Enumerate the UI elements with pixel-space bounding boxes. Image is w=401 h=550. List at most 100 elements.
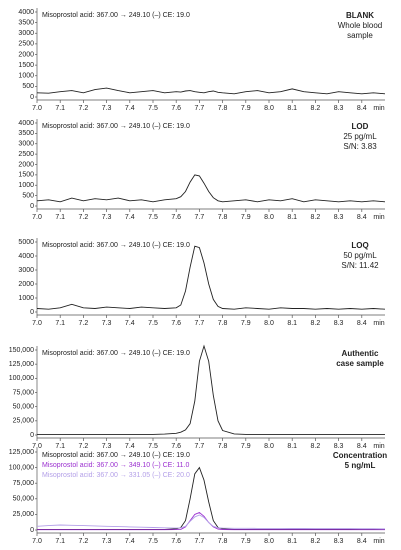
x-tick-label: 7.4 [125, 214, 135, 221]
x-tick-label: 7.0 [32, 320, 42, 327]
panel-annotation: S/N: 11.42 [341, 261, 379, 270]
x-tick-label: 8.1 [287, 443, 297, 450]
x-tick-label: 7.5 [148, 214, 158, 221]
y-tick-label: 3000 [18, 30, 34, 37]
x-tick-label: 7.6 [171, 443, 181, 450]
x-tick-label: 7.1 [55, 538, 65, 545]
trace-label: Misoprostol acid: 367.00 → 249.10 (–) CE… [42, 242, 190, 249]
x-tick-label: 7.2 [79, 105, 89, 112]
x-tick-label: 8.4 [357, 105, 367, 112]
x-tick-label: 8.0 [264, 443, 274, 450]
x-tick-label: 8.4 [357, 320, 367, 327]
x-axis-label: min [373, 443, 384, 450]
x-tick-label: 7.9 [241, 320, 251, 327]
x-tick-label: 7.7 [195, 214, 205, 221]
y-tick-label: 0 [30, 527, 34, 534]
x-tick-label: 7.0 [32, 214, 42, 221]
x-tick-label: 7.6 [171, 214, 181, 221]
y-tick-label: 0 [30, 309, 34, 316]
panel-annotation: 50 pg/mL [343, 251, 377, 260]
x-tick-label: 8.3 [334, 443, 344, 450]
x-tick-label: 7.1 [55, 105, 65, 112]
x-tick-label: 8.0 [264, 538, 274, 545]
panel-annotation: LOD [352, 122, 369, 131]
x-axis-label: min [373, 538, 384, 545]
y-tick-label: 100,000 [9, 375, 34, 382]
x-tick-label: 8.2 [311, 320, 321, 327]
panel-annotation: Concentration [333, 451, 387, 460]
y-tick-label: 75,000 [13, 389, 35, 396]
x-tick-label: 8.1 [287, 214, 297, 221]
x-tick-label: 7.5 [148, 538, 158, 545]
x-tick-label: 7.5 [148, 320, 158, 327]
y-tick-label: 3000 [18, 267, 34, 274]
x-tick-label: 8.3 [334, 320, 344, 327]
y-tick-label: 50,000 [13, 404, 35, 411]
x-tick-label: 7.7 [195, 105, 205, 112]
y-tick-label: 25,000 [13, 511, 35, 518]
x-tick-label: 8.4 [357, 214, 367, 221]
x-tick-label: 7.0 [32, 538, 42, 545]
y-tick-label: 1000 [18, 295, 34, 302]
x-tick-label: 8.1 [287, 105, 297, 112]
x-tick-label: 7.1 [55, 214, 65, 221]
y-tick-label: 1500 [18, 172, 34, 179]
x-tick-label: 7.9 [241, 443, 251, 450]
x-tick-label: 7.7 [195, 443, 205, 450]
x-tick-label: 8.0 [264, 214, 274, 221]
x-tick-label: 8.2 [311, 214, 321, 221]
x-tick-label: 7.3 [102, 214, 112, 221]
trace [36, 174, 386, 203]
x-tick-label: 7.3 [102, 320, 112, 327]
y-tick-label: 3500 [18, 130, 34, 137]
panel-annotation: 25 pg/mL [343, 132, 377, 141]
y-tick-label: 25,000 [13, 418, 35, 425]
x-tick-label: 8.1 [287, 538, 297, 545]
x-tick-label: 7.0 [32, 105, 42, 112]
y-tick-label: 2000 [18, 281, 34, 288]
trace-label: Misoprostol acid: 367.00 → 349.10 (–) CE… [42, 462, 189, 469]
x-tick-label: 7.9 [241, 214, 251, 221]
trace-label: Misoprostol acid: 367.00 → 249.10 (–) CE… [42, 350, 190, 357]
y-tick-label: 4000 [18, 120, 34, 127]
x-tick-label: 7.8 [218, 443, 228, 450]
x-tick-label: 7.5 [148, 105, 158, 112]
x-tick-label: 8.4 [357, 443, 367, 450]
trace [36, 514, 386, 530]
trace-label: Misoprostol acid: 367.00 → 249.10 (–) CE… [42, 12, 190, 19]
panel-annotation: case sample [336, 359, 384, 368]
panel-annotation: 5 ng/mL [345, 461, 376, 470]
x-tick-label: 8.2 [311, 443, 321, 450]
y-tick-label: 4000 [18, 253, 34, 260]
x-tick-label: 8.0 [264, 320, 274, 327]
x-tick-label: 7.7 [195, 538, 205, 545]
x-tick-label: 7.9 [241, 105, 251, 112]
x-tick-label: 7.2 [79, 538, 89, 545]
x-tick-label: 7.4 [125, 538, 135, 545]
trace [36, 245, 386, 310]
x-tick-label: 7.2 [79, 320, 89, 327]
x-tick-label: 7.0 [32, 443, 42, 450]
trace [37, 344, 385, 435]
y-tick-label: 1000 [18, 182, 34, 189]
y-tick-label: 100,000 [9, 464, 34, 471]
y-tick-label: 500 [22, 192, 34, 199]
x-axis-label: min [373, 320, 384, 327]
x-tick-label: 7.4 [125, 105, 135, 112]
trace [37, 511, 385, 531]
y-tick-label: 4000 [18, 9, 34, 16]
x-axis-label: min [373, 214, 384, 221]
panel-annotation: sample [347, 31, 373, 40]
y-tick-label: 2000 [18, 161, 34, 168]
y-tick-label: 5000 [18, 239, 34, 246]
x-tick-label: 7.8 [218, 538, 228, 545]
trace [36, 87, 386, 95]
x-tick-label: 7.6 [171, 538, 181, 545]
y-tick-label: 150,000 [9, 347, 34, 354]
y-tick-label: 0 [30, 94, 34, 101]
trace-label: Misoprostol acid: 367.00 → 331.05 (–) CE… [42, 472, 190, 479]
x-tick-label: 7.8 [218, 320, 228, 327]
x-tick-label: 7.8 [218, 105, 228, 112]
y-tick-label: 2500 [18, 151, 34, 158]
